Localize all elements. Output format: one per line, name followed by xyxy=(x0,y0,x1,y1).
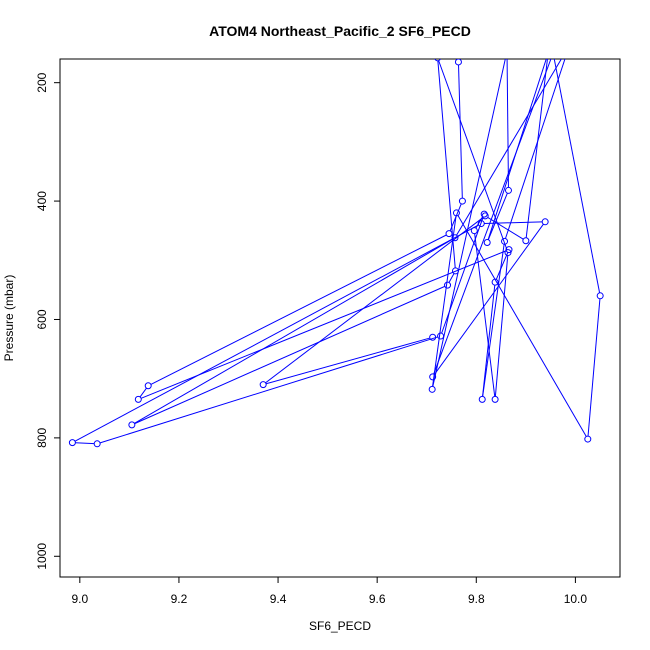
data-point xyxy=(437,332,445,340)
series-segment xyxy=(487,193,508,240)
series-segment xyxy=(432,215,457,387)
x-tick-label: 9.0 xyxy=(71,592,88,606)
data-point xyxy=(144,382,152,390)
data-point xyxy=(596,292,604,300)
series-segment xyxy=(494,255,509,397)
data-point xyxy=(491,278,499,286)
x-tick-label: 10.0 xyxy=(564,592,588,606)
y-axis: 200 400 600 800 1000 xyxy=(35,72,60,570)
series-segment xyxy=(434,223,544,375)
data-point xyxy=(445,230,453,238)
data-point xyxy=(481,212,489,220)
series-segment xyxy=(99,336,438,444)
data-point xyxy=(428,385,436,393)
data-point xyxy=(429,333,437,341)
data-point xyxy=(545,50,551,56)
series-segment xyxy=(448,273,455,283)
series-segment xyxy=(139,387,147,398)
data-point xyxy=(566,42,572,48)
data-point xyxy=(501,237,509,245)
data-point xyxy=(434,59,441,62)
data-point xyxy=(504,249,512,257)
series-segment xyxy=(265,217,484,384)
data-point xyxy=(504,186,512,194)
data-point xyxy=(451,234,459,242)
data-point xyxy=(478,395,486,403)
series-segment xyxy=(506,59,509,188)
x-tick-label: 9.2 xyxy=(171,592,188,606)
series-segment xyxy=(134,238,453,424)
series-segment xyxy=(482,244,505,397)
data-point xyxy=(128,421,136,429)
series-segment xyxy=(433,59,552,375)
data-point xyxy=(458,197,466,205)
chart-title: ATOM4 Northeast_Pacific_2 SF6_PECD xyxy=(209,23,471,39)
series-segment xyxy=(495,252,509,280)
data-point xyxy=(584,435,592,443)
data-point xyxy=(491,395,499,403)
series-segment xyxy=(75,442,95,445)
x-tick-label: 9.8 xyxy=(468,592,485,606)
series-segment xyxy=(74,224,479,442)
y-tick-label: 200 xyxy=(35,72,49,92)
y-tick-label: 600 xyxy=(35,309,49,329)
data-point xyxy=(452,209,460,217)
series-segment xyxy=(432,59,506,387)
series-segment xyxy=(487,217,524,240)
data-point xyxy=(444,281,452,289)
series-segment xyxy=(150,234,447,385)
data-point xyxy=(522,237,530,245)
series-segment xyxy=(456,59,562,236)
x-axis-label: SF6_PECD xyxy=(309,619,371,633)
series-segment xyxy=(458,64,463,199)
y-tick-label: 800 xyxy=(35,428,49,448)
data-point xyxy=(454,59,462,66)
series-segment xyxy=(438,60,508,250)
data-point xyxy=(68,439,76,447)
y-axis-label: Pressure (mbar) xyxy=(2,275,16,362)
data-point xyxy=(93,440,101,448)
plot-area-frame xyxy=(59,58,621,578)
series-segment xyxy=(482,285,496,397)
series-segment xyxy=(525,59,548,238)
series-segment xyxy=(134,285,445,425)
data-point xyxy=(429,373,437,381)
series-segment xyxy=(474,233,496,397)
data-point xyxy=(259,381,267,389)
data-point xyxy=(470,227,478,235)
x-tick-label: 9.4 xyxy=(270,592,287,606)
series-segment xyxy=(265,337,430,385)
series-segment xyxy=(487,59,547,240)
x-axis: 9.0 9.2 9.4 9.6 9.8 10.0 xyxy=(71,577,587,606)
data-point xyxy=(477,220,485,228)
series-segment xyxy=(587,298,601,437)
data-point xyxy=(505,246,513,254)
data-point xyxy=(504,48,510,54)
series-segment xyxy=(553,59,601,293)
data-point xyxy=(483,239,491,247)
x-tick-label: 9.6 xyxy=(369,592,386,606)
series-segment xyxy=(457,215,587,437)
data-point xyxy=(541,218,549,226)
data-point xyxy=(550,50,556,56)
data-point xyxy=(451,267,459,275)
data-point xyxy=(134,395,142,403)
y-tick-label: 400 xyxy=(35,191,49,211)
data-series xyxy=(68,42,604,448)
y-tick-label: 1000 xyxy=(35,543,49,570)
